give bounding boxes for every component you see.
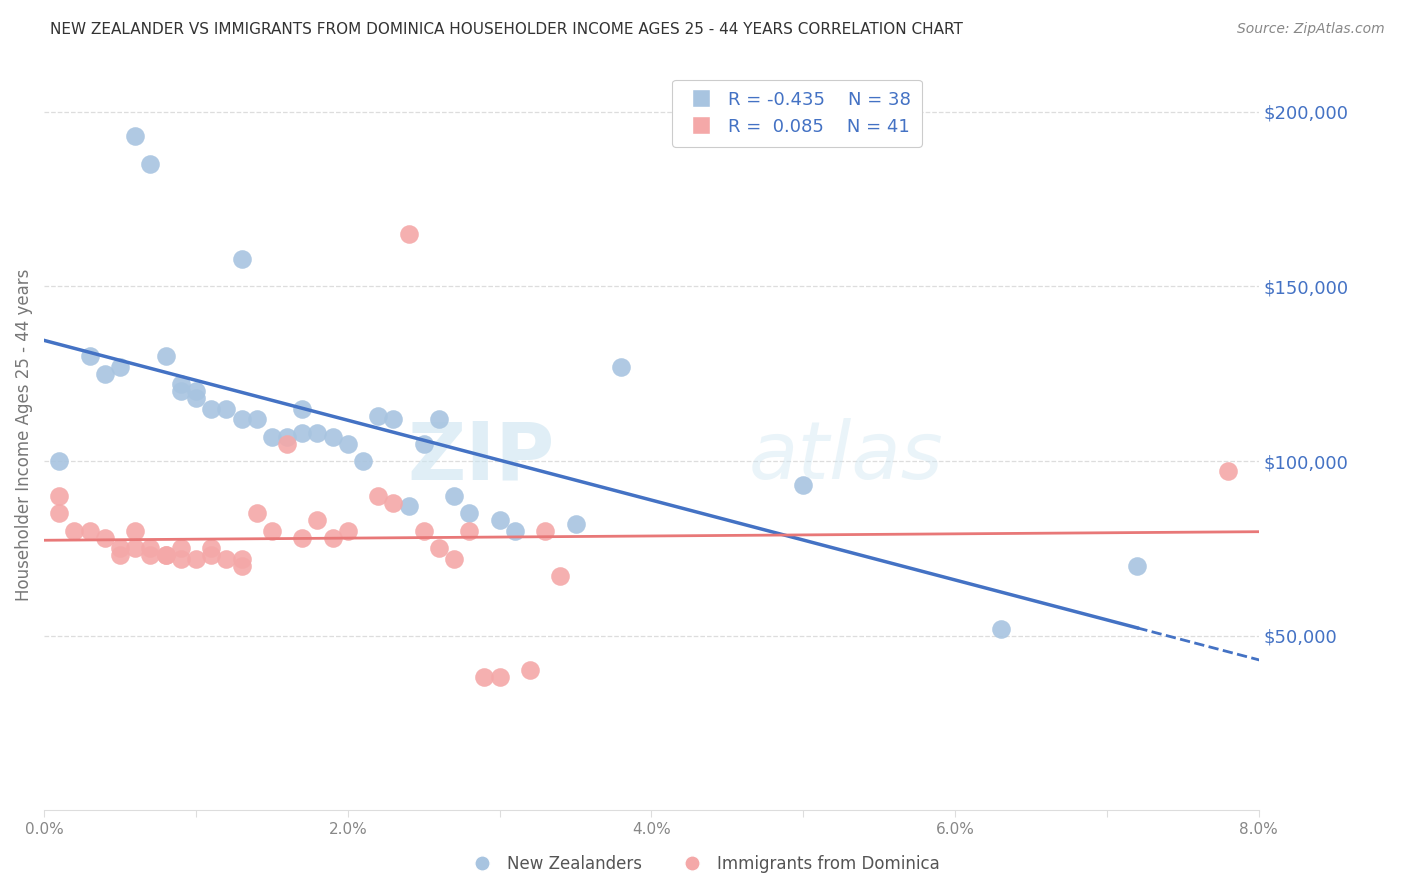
Legend: New Zealanders, Immigrants from Dominica: New Zealanders, Immigrants from Dominica [460, 848, 946, 880]
Point [276, 429, 298, 443]
Point [307, 513, 329, 527]
Point [155, 349, 177, 363]
Point [519, 664, 541, 678]
Point [398, 500, 420, 514]
Point [610, 359, 633, 374]
Point [139, 157, 162, 171]
Point [124, 524, 146, 538]
Legend: R = -0.435    N = 38, R =  0.085    N = 41: R = -0.435 N = 38, R = 0.085 N = 41 [672, 80, 922, 146]
Point [231, 551, 253, 566]
Point [246, 412, 269, 426]
Point [155, 548, 177, 562]
Point [246, 507, 269, 521]
Point [1126, 558, 1149, 573]
Point [1218, 465, 1240, 479]
Point [94, 531, 117, 545]
Point [458, 524, 481, 538]
Point [443, 489, 465, 503]
Text: NEW ZEALANDER VS IMMIGRANTS FROM DOMINICA HOUSEHOLDER INCOME AGES 25 - 44 YEARS : NEW ZEALANDER VS IMMIGRANTS FROM DOMINIC… [49, 22, 963, 37]
Point [170, 377, 193, 392]
Point [276, 436, 298, 450]
Point [108, 541, 131, 556]
Point [184, 391, 207, 405]
Point [792, 478, 814, 492]
Point [200, 541, 222, 556]
Point [215, 401, 238, 416]
Point [79, 524, 101, 538]
Point [503, 524, 526, 538]
Point [352, 454, 374, 468]
Point [398, 227, 420, 241]
Point [990, 622, 1012, 636]
Point [200, 401, 222, 416]
Point [488, 513, 510, 527]
Point [170, 384, 193, 399]
Point [382, 496, 405, 510]
Point [200, 548, 222, 562]
Point [124, 541, 146, 556]
Point [260, 524, 283, 538]
Point [322, 429, 344, 443]
Point [550, 569, 572, 583]
Point [322, 531, 344, 545]
Point [155, 548, 177, 562]
Point [336, 436, 359, 450]
Point [108, 359, 131, 374]
Point [564, 516, 586, 531]
Point [291, 426, 314, 441]
Point [291, 531, 314, 545]
Point [79, 349, 101, 363]
Point [427, 412, 450, 426]
Text: ZIP: ZIP [408, 418, 554, 496]
Text: atlas: atlas [748, 418, 943, 496]
Point [231, 558, 253, 573]
Point [94, 367, 117, 381]
Point [139, 548, 162, 562]
Point [63, 524, 86, 538]
Point [260, 429, 283, 443]
Point [367, 409, 389, 423]
Point [184, 384, 207, 399]
Point [139, 541, 162, 556]
Point [412, 436, 434, 450]
Point [488, 670, 510, 684]
Y-axis label: Householder Income Ages 25 - 44 years: Householder Income Ages 25 - 44 years [15, 268, 32, 601]
Text: Source: ZipAtlas.com: Source: ZipAtlas.com [1237, 22, 1385, 37]
Point [534, 524, 557, 538]
Point [170, 541, 193, 556]
Point [124, 129, 146, 144]
Point [412, 524, 434, 538]
Point [215, 551, 238, 566]
Point [170, 551, 193, 566]
Point [427, 541, 450, 556]
Point [291, 401, 314, 416]
Point [474, 670, 496, 684]
Point [367, 489, 389, 503]
Point [48, 454, 70, 468]
Point [307, 426, 329, 441]
Point [231, 412, 253, 426]
Point [48, 507, 70, 521]
Point [443, 551, 465, 566]
Point [382, 412, 405, 426]
Point [336, 524, 359, 538]
Point [231, 252, 253, 266]
Point [108, 548, 131, 562]
Point [48, 489, 70, 503]
Point [184, 551, 207, 566]
Point [458, 507, 481, 521]
